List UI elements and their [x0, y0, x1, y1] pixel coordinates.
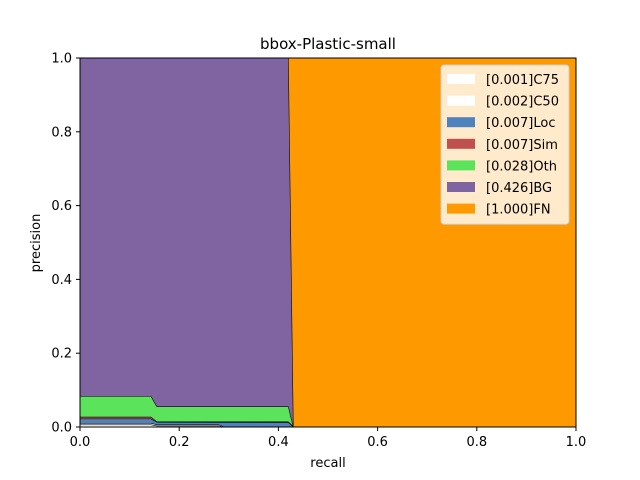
- y-tick-label: 0.0: [51, 421, 72, 436]
- legend-swatch: [447, 117, 475, 128]
- x-axis-label: recall: [310, 456, 345, 471]
- x-tick-label: 0.0: [70, 435, 91, 450]
- chart-title: bbox-Plastic-small: [260, 35, 396, 53]
- y-tick-label: 0.6: [51, 199, 72, 214]
- legend-entry: [0.001]C75: [486, 73, 559, 88]
- y-axis-label: precision: [29, 214, 44, 273]
- legend-swatch: [447, 74, 475, 84]
- y-tick-label: 0.8: [51, 125, 72, 140]
- legend: [0.001]C75 [0.002]C50 [0.007]Loc [0.007]Sim…: [440, 64, 570, 225]
- y-tick-label: 0.2: [51, 347, 72, 362]
- legend-swatch: [447, 138, 475, 149]
- legend-entry: [1.000]FN: [486, 203, 551, 218]
- legend-entry: [0.028]Oth: [486, 159, 557, 174]
- y-tick-label: 0.4: [51, 273, 72, 288]
- legend-entry: [0.426]BG: [486, 181, 552, 196]
- legend-swatch: [447, 95, 475, 106]
- legend-entry: [0.002]C50: [486, 95, 559, 110]
- x-axis-ticks: 0.0 0.2 0.4 0.6 0.8 1.0: [70, 427, 587, 450]
- legend-entry: [0.007]Loc: [486, 116, 555, 131]
- x-tick-label: 1.0: [566, 435, 587, 450]
- x-tick-label: 0.8: [466, 435, 487, 450]
- x-tick-label: 0.2: [169, 435, 190, 450]
- area-series-1: [79, 57, 294, 428]
- y-axis-ticks: 0.0 0.2 0.4 0.6 0.8 1.0: [51, 52, 80, 436]
- legend-entry: [0.007]Sim: [486, 138, 558, 153]
- legend-swatch: [447, 160, 475, 171]
- y-tick-label: 1.0: [51, 52, 72, 67]
- legend-swatch: [447, 203, 475, 214]
- x-tick-label: 0.4: [268, 435, 289, 450]
- plot-frame: [79, 57, 577, 428]
- legend-swatch: [447, 182, 475, 192]
- x-tick-label: 0.6: [367, 435, 388, 450]
